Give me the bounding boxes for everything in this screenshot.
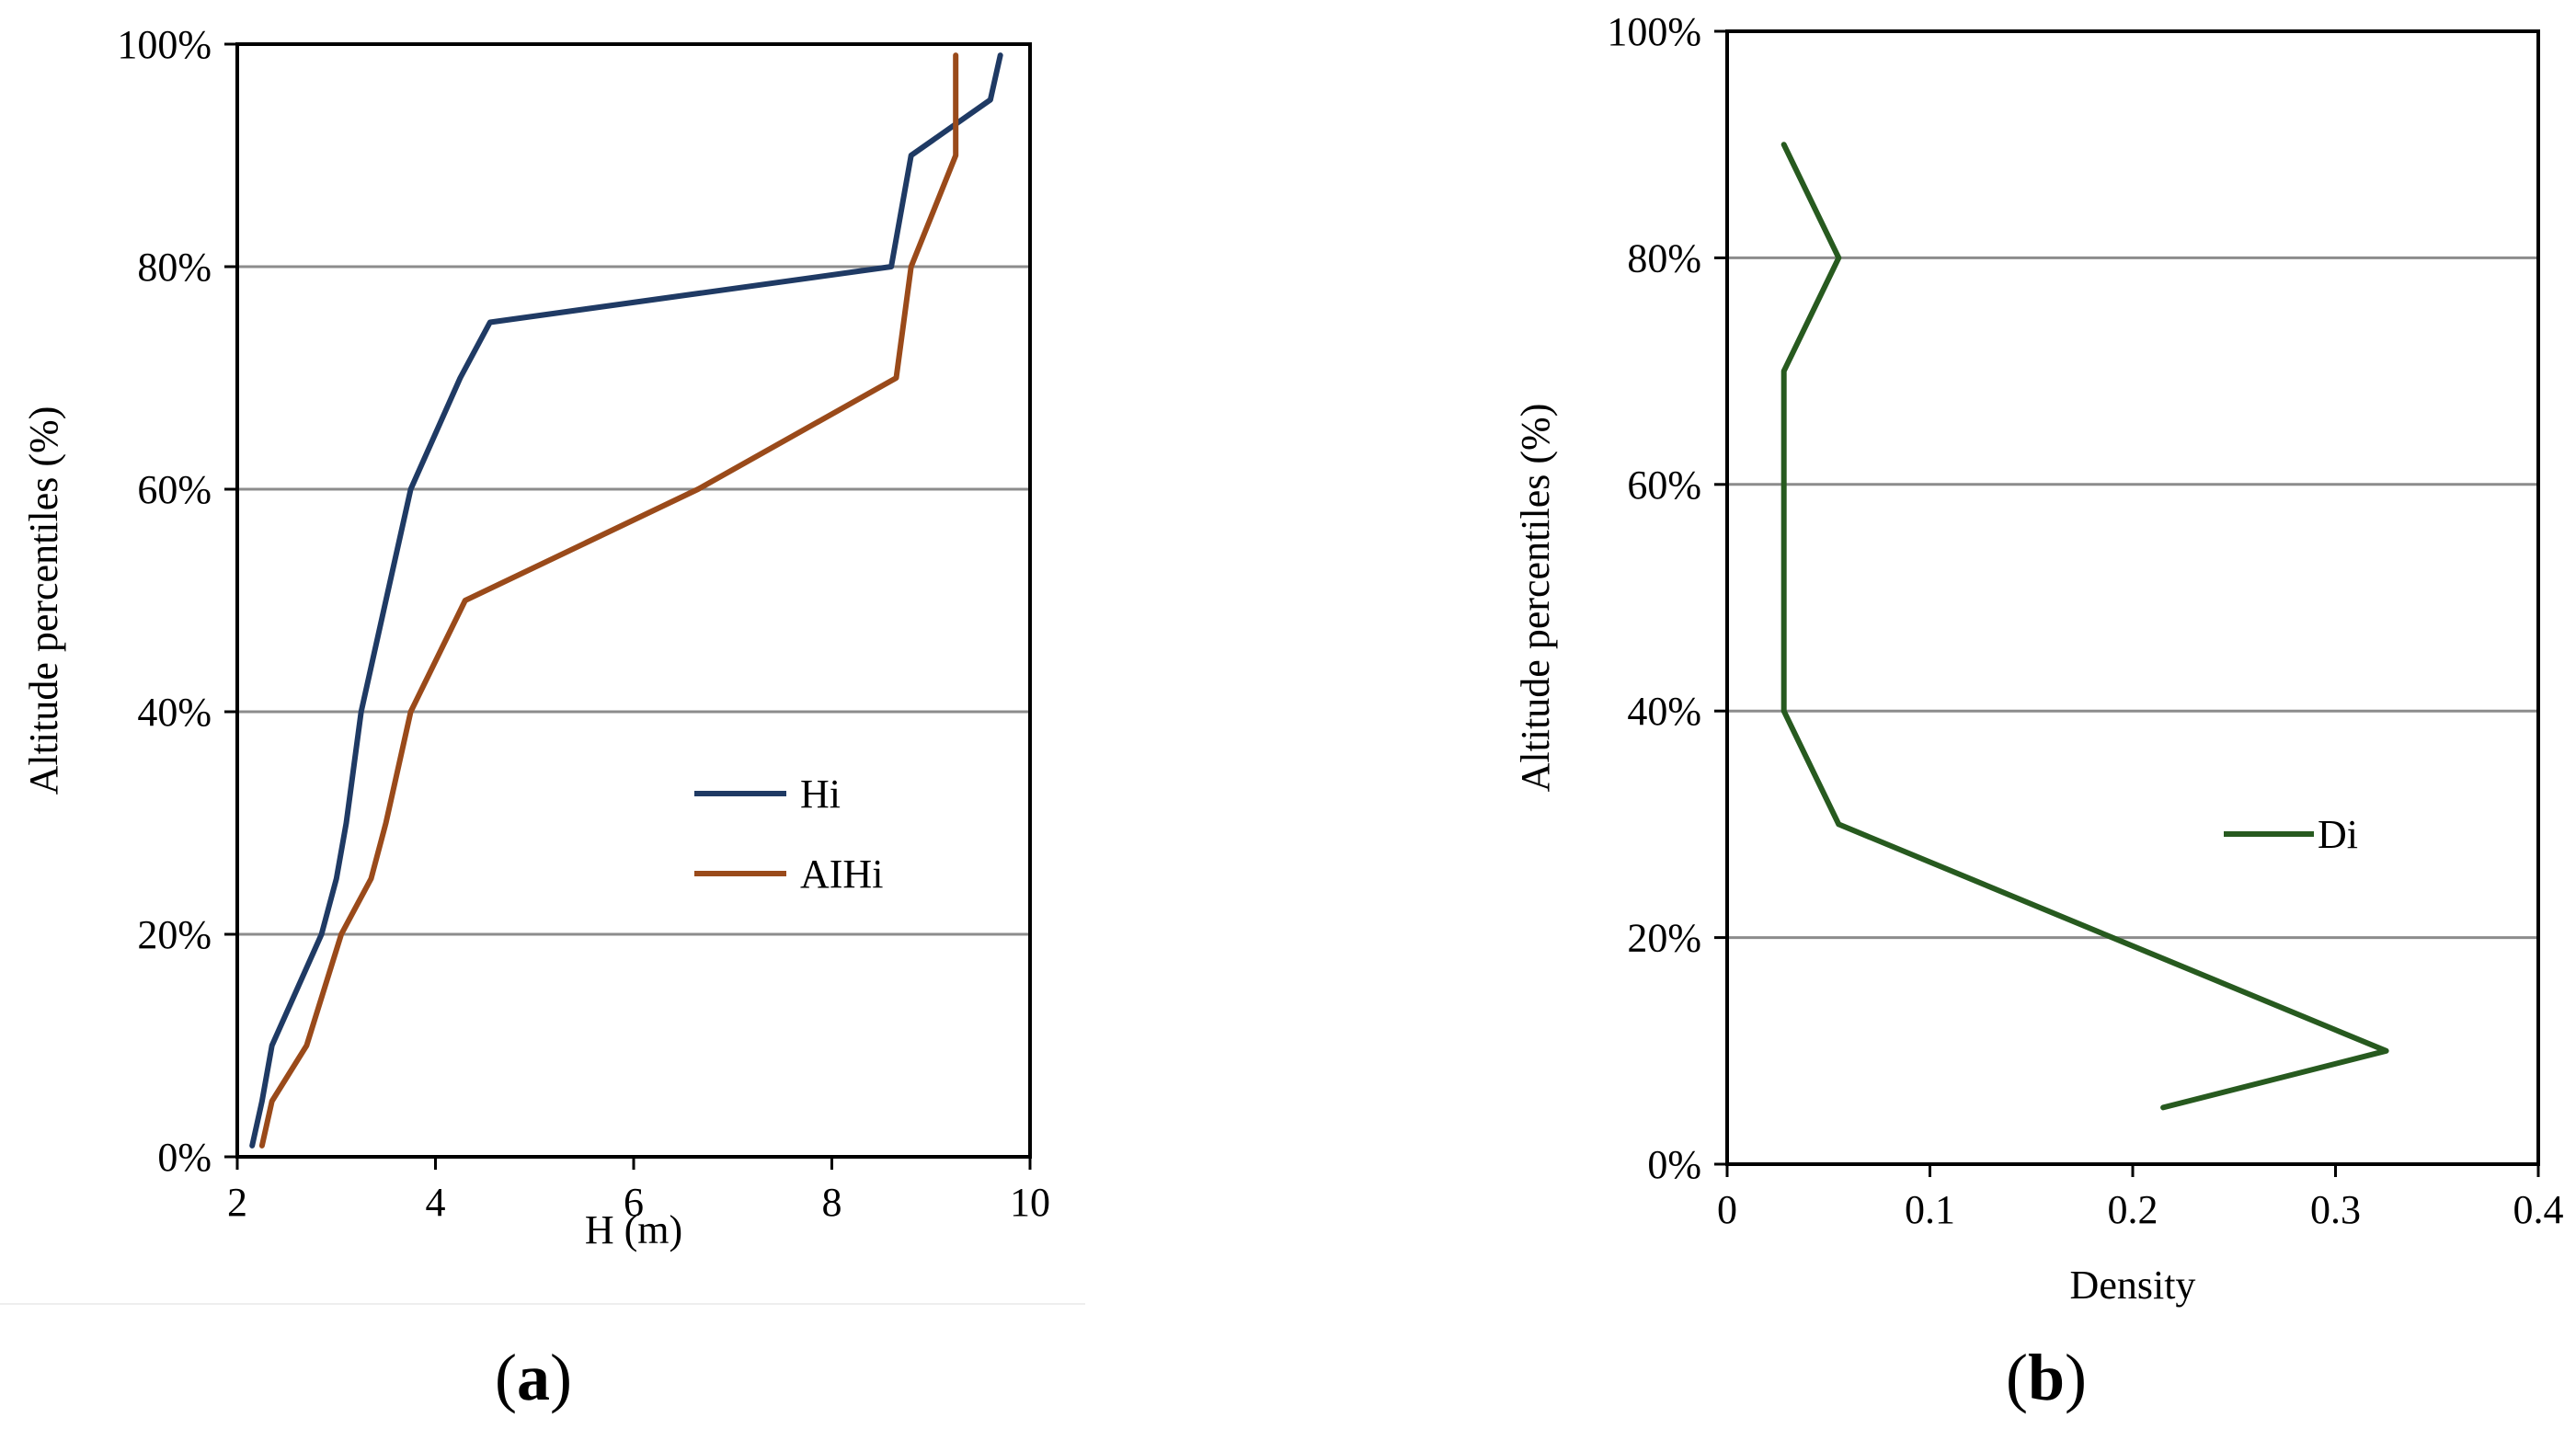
y-axis-label: Altitude percentiles (%) <box>1513 404 1558 793</box>
chart-panel-a: 2 4 6 8 10 0% 20% 40% 60% 80% 100% H (m) Altitude… <box>21 22 1050 1414</box>
x-tick-label: 0.4 <box>2513 1187 2564 1232</box>
series-line-di <box>1780 142 2389 1111</box>
y-tick-label: 20% <box>137 912 212 957</box>
x-tick-label: 0 <box>1717 1187 1737 1232</box>
x-tick-label: 0.3 <box>2310 1187 2361 1232</box>
x-axis-label: H (m) <box>585 1207 682 1252</box>
grid-lines <box>237 265 1030 936</box>
series-lines <box>1780 142 2389 1111</box>
legend-label: AIHi <box>800 852 883 897</box>
y-tick-label: 40% <box>137 690 212 735</box>
plot-frame <box>1725 29 2540 1166</box>
y-axis-ticks: 0% 20% 40% 60% 80% 100% <box>117 22 237 1180</box>
legend: Hi AIHi <box>694 772 883 897</box>
y-tick-label: 60% <box>137 467 212 512</box>
y-tick-label: 80% <box>1627 235 1701 280</box>
x-axis-ticks: 0 0.1 0.2 0.3 0.4 <box>1717 1164 2564 1232</box>
y-tick-label: 0% <box>1647 1142 1701 1187</box>
y-tick-label: 40% <box>1627 689 1701 734</box>
legend-label: Di <box>2318 812 2358 857</box>
legend: Di <box>2224 812 2358 857</box>
x-tick-label: 0.1 <box>1905 1187 1955 1232</box>
y-axis-ticks: 0% 20% 40% 60% 80% 100% <box>1607 9 1727 1187</box>
y-tick-label: 0% <box>157 1135 212 1180</box>
y-axis-label: Altitude percentiles (%) <box>21 406 66 795</box>
y-tick-label: 100% <box>117 22 212 67</box>
panel-label: (b) <box>2006 1341 2087 1414</box>
y-tick-label: 100% <box>1607 9 1701 54</box>
x-tick-label: 4 <box>426 1180 446 1225</box>
plot-frame <box>235 42 1032 1159</box>
series-line-aihi <box>258 52 959 1149</box>
chart-panel-b: 0 0.1 0.2 0.3 0.4 0% 20% 40% 60% 80% 100% Density… <box>1513 9 2564 1414</box>
x-tick-label: 2 <box>227 1180 247 1225</box>
y-tick-label: 80% <box>137 245 212 290</box>
series-lines <box>249 52 1003 1149</box>
panel-letter: b <box>2028 1341 2065 1414</box>
x-tick-label: 0.2 <box>2108 1187 2158 1232</box>
x-tick-label: 6 <box>624 1180 644 1225</box>
y-tick-label: 60% <box>1627 463 1701 508</box>
y-tick-label: 20% <box>1627 916 1701 961</box>
series-line-hi <box>249 52 1003 1149</box>
x-tick-label: 8 <box>822 1180 842 1225</box>
grid-lines <box>1727 256 2538 940</box>
x-tick-label: 10 <box>1010 1180 1050 1225</box>
legend-label: Hi <box>800 772 841 817</box>
panel-letter: a <box>517 1341 550 1414</box>
x-axis-ticks: 2 4 6 8 10 <box>227 1157 1050 1225</box>
panel-label: (a) <box>495 1341 572 1414</box>
x-axis-label: Density <box>2070 1263 2196 1308</box>
